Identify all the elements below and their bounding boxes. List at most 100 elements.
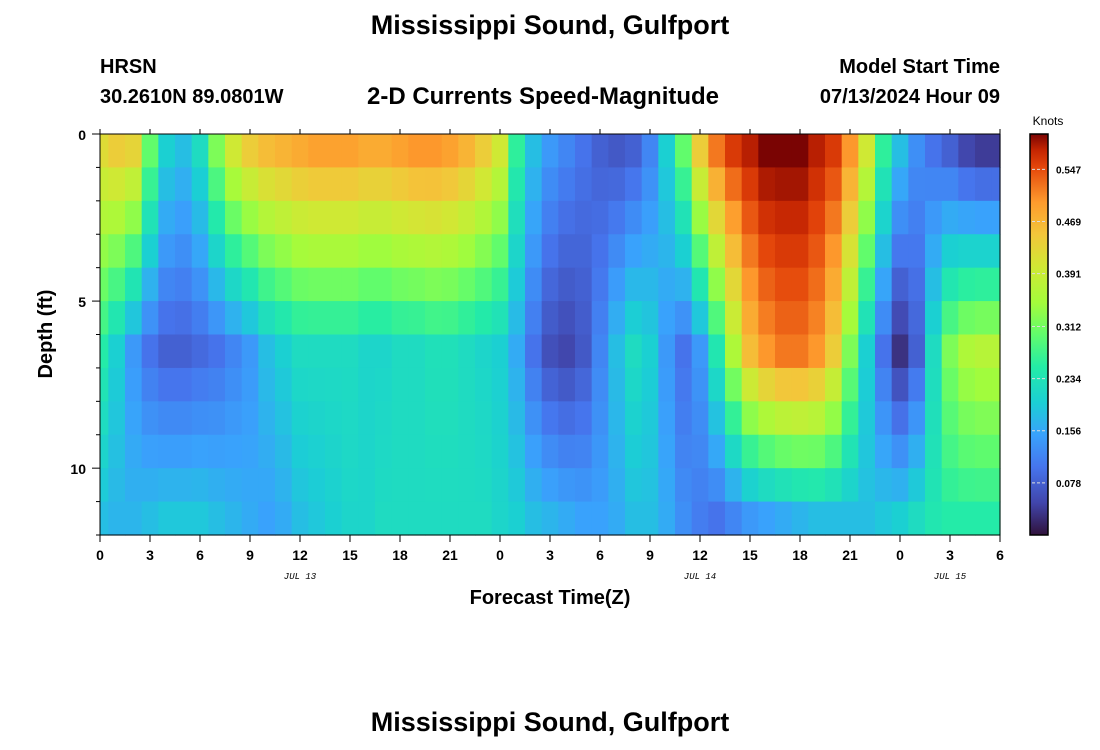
heatmap-cell: [391, 367, 409, 402]
heatmap-cell: [191, 200, 209, 235]
heatmap-cell: [858, 468, 876, 503]
heatmap-cell: [358, 468, 376, 503]
heatmap-cell: [708, 401, 726, 436]
heatmap-cell: [991, 234, 1001, 269]
heatmap-cell: [775, 334, 793, 369]
heatmap-cell: [708, 501, 726, 536]
heatmap-cell: [525, 167, 543, 202]
heatmap-cell: [525, 501, 543, 536]
heatmap-cell: [725, 501, 743, 536]
heatmap-cell: [158, 501, 176, 536]
heatmap-cell: [591, 267, 609, 302]
heatmap-cell: [158, 234, 176, 269]
heatmap-cell: [458, 501, 476, 536]
heatmap-cell: [100, 468, 109, 503]
heatmap-cell: [575, 501, 593, 536]
heatmap-cell: [691, 301, 709, 336]
heatmap-cell: [525, 267, 543, 302]
heatmap-cell: [491, 468, 509, 503]
heatmap-cell: [475, 401, 493, 436]
heatmap-cell: [975, 367, 993, 402]
heatmap-cell: [208, 367, 226, 402]
heatmap-cell: [458, 200, 476, 235]
heatmap-cell: [525, 434, 543, 469]
heatmap-cell: [375, 367, 393, 402]
heatmap-cell: [641, 301, 659, 336]
heatmap-cell: [175, 167, 193, 202]
heatmap-cell: [958, 267, 976, 302]
heatmap-cell: [791, 301, 809, 336]
heatmap-cell: [125, 434, 143, 469]
station-coordinates: 30.2610N 89.0801W: [100, 86, 284, 108]
heatmap-cell: [425, 267, 443, 302]
heatmap-cell: [808, 334, 826, 369]
heatmap-cell: [875, 167, 893, 202]
heatmap-cell: [875, 267, 893, 302]
heatmap-cell: [741, 334, 759, 369]
heatmap-cell: [125, 200, 143, 235]
heatmap-cell: [641, 367, 659, 402]
heatmap-cell: [358, 367, 376, 402]
heatmap-cell: [741, 401, 759, 436]
heatmap-cell: [391, 200, 409, 235]
x-tick-label: 15: [742, 547, 758, 563]
heatmap-cell: [308, 434, 326, 469]
heatmap-cell: [508, 434, 526, 469]
heatmap-cell: [808, 267, 826, 302]
heatmap-cell: [508, 267, 526, 302]
colorbar-tick-label: 0.391: [1056, 270, 1081, 281]
x-tick-label: 21: [842, 547, 858, 563]
heatmap-cell: [975, 401, 993, 436]
heatmap-cell: [858, 367, 876, 402]
heatmap-cell: [408, 267, 426, 302]
heatmap-cell: [741, 468, 759, 503]
heatmap-cell: [691, 367, 709, 402]
heatmap-cell: [641, 134, 659, 169]
heatmap-cell: [958, 501, 976, 536]
heatmap-cell: [441, 167, 459, 202]
heatmap-cell: [100, 367, 109, 402]
heatmap-cell: [941, 501, 959, 536]
heatmap-cell: [491, 401, 509, 436]
heatmap-cell: [158, 334, 176, 369]
heatmap-cell: [225, 334, 243, 369]
heatmap-cell: [741, 434, 759, 469]
heatmap-cell: [691, 167, 709, 202]
heatmap-cell: [225, 167, 243, 202]
heatmap-cell: [491, 267, 509, 302]
heatmap-cell: [608, 501, 626, 536]
colorbar-tick-label: 0.547: [1056, 165, 1081, 176]
heatmap-cell: [958, 234, 976, 269]
heatmap-cell: [458, 167, 476, 202]
heatmap-cell: [875, 200, 893, 235]
heatmap-cell: [241, 267, 259, 302]
heatmap-cell: [275, 301, 293, 336]
heatmap-cell: [775, 134, 793, 169]
heatmap-cell: [408, 301, 426, 336]
heatmap-cell: [808, 167, 826, 202]
heatmap-cell: [108, 200, 126, 235]
colorbar-tick-label: 0.234: [1056, 375, 1081, 386]
heatmap-cell: [141, 367, 159, 402]
heatmap-cell: [841, 501, 859, 536]
heatmap-cell: [108, 167, 126, 202]
heatmap-cell: [175, 334, 193, 369]
heatmap-cell: [275, 267, 293, 302]
heatmap-cell: [108, 434, 126, 469]
heatmap-cell: [808, 301, 826, 336]
heatmap-cell: [575, 468, 593, 503]
heatmap-cell: [391, 334, 409, 369]
heatmap-cell: [308, 501, 326, 536]
heatmap-cell: [625, 334, 643, 369]
heatmap-cell: [275, 401, 293, 436]
heatmap-cell: [341, 200, 359, 235]
heatmap-cell: [508, 134, 526, 169]
heatmap-cell: [808, 468, 826, 503]
heatmap-cell: [341, 167, 359, 202]
heatmap-cell: [708, 267, 726, 302]
heatmap-cell: [991, 134, 1001, 169]
heatmap-cell: [741, 501, 759, 536]
x-tick-label: 18: [392, 547, 408, 563]
heatmap-cell: [208, 167, 226, 202]
heatmap-cell: [291, 167, 309, 202]
